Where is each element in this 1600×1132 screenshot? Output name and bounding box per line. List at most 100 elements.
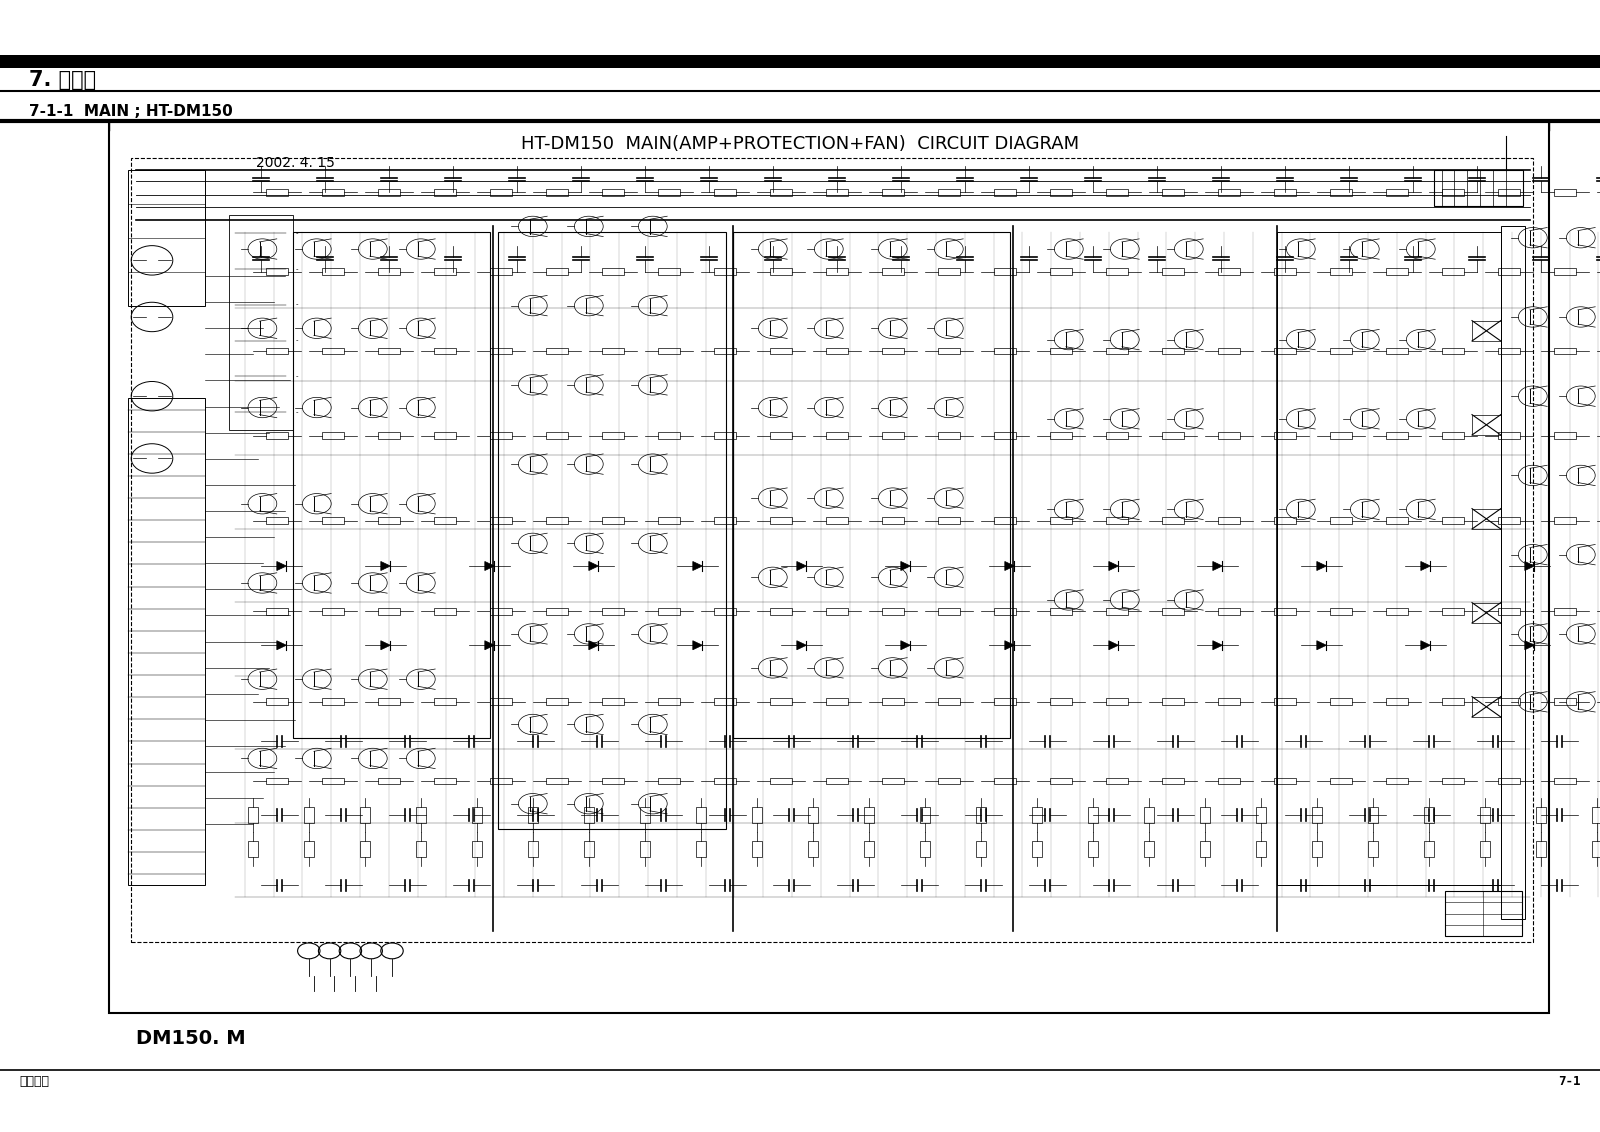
Bar xyxy=(1442,517,1464,524)
Bar xyxy=(1274,608,1296,615)
Bar xyxy=(546,778,568,784)
Bar xyxy=(976,807,986,823)
Bar xyxy=(994,778,1016,784)
Bar xyxy=(1386,517,1408,524)
Bar xyxy=(1442,348,1464,354)
Text: -: - xyxy=(296,230,299,235)
Bar xyxy=(528,841,538,857)
Polygon shape xyxy=(485,641,494,650)
Bar xyxy=(1330,698,1352,705)
Bar xyxy=(1032,841,1042,857)
Bar xyxy=(714,608,736,615)
Bar xyxy=(1498,517,1520,524)
Bar xyxy=(1218,268,1240,275)
Bar xyxy=(1218,517,1240,524)
Bar xyxy=(1050,432,1072,439)
Bar xyxy=(1592,807,1600,823)
Bar xyxy=(1274,698,1296,705)
Bar xyxy=(1536,841,1546,857)
Bar xyxy=(938,268,960,275)
Polygon shape xyxy=(277,641,286,650)
Bar xyxy=(882,268,904,275)
Bar xyxy=(528,807,538,823)
Bar xyxy=(266,268,288,275)
Bar xyxy=(1050,608,1072,615)
Bar xyxy=(1274,517,1296,524)
Bar xyxy=(1434,170,1523,206)
Bar xyxy=(1442,698,1464,705)
Bar xyxy=(490,778,512,784)
Bar xyxy=(658,432,680,439)
Bar xyxy=(1050,268,1072,275)
Bar xyxy=(378,432,400,439)
Polygon shape xyxy=(1421,641,1430,650)
Bar xyxy=(1088,807,1098,823)
Bar xyxy=(714,189,736,196)
Bar xyxy=(1330,778,1352,784)
Bar xyxy=(920,807,930,823)
Bar xyxy=(714,517,736,524)
Bar xyxy=(994,268,1016,275)
Bar xyxy=(1472,508,1501,529)
Bar xyxy=(1498,608,1520,615)
Bar xyxy=(1480,841,1490,857)
Bar xyxy=(378,608,400,615)
Bar xyxy=(994,517,1016,524)
Bar xyxy=(434,778,456,784)
Bar xyxy=(938,517,960,524)
Bar xyxy=(826,608,848,615)
Bar xyxy=(1472,696,1501,717)
Bar xyxy=(1256,841,1266,857)
Bar xyxy=(1498,268,1520,275)
Text: -: - xyxy=(296,410,299,415)
Bar xyxy=(882,698,904,705)
Bar xyxy=(322,778,344,784)
Bar xyxy=(770,517,792,524)
Bar xyxy=(490,698,512,705)
Bar xyxy=(770,189,792,196)
Bar xyxy=(266,432,288,439)
Bar xyxy=(938,698,960,705)
Bar xyxy=(1442,189,1464,196)
Bar xyxy=(546,608,568,615)
Bar xyxy=(994,432,1016,439)
Bar xyxy=(1162,778,1184,784)
Bar xyxy=(1106,517,1128,524)
Bar xyxy=(1554,778,1576,784)
Bar xyxy=(248,807,258,823)
Bar xyxy=(1162,268,1184,275)
Bar xyxy=(1050,778,1072,784)
Bar xyxy=(602,698,624,705)
Bar xyxy=(546,189,568,196)
Polygon shape xyxy=(1109,641,1118,650)
Bar xyxy=(378,698,400,705)
Bar xyxy=(378,189,400,196)
Bar xyxy=(1368,841,1378,857)
Bar xyxy=(1256,807,1266,823)
Polygon shape xyxy=(901,641,910,650)
Bar xyxy=(826,778,848,784)
Bar xyxy=(266,608,288,615)
Bar xyxy=(416,841,426,857)
Bar xyxy=(1050,189,1072,196)
Bar xyxy=(1386,608,1408,615)
Bar xyxy=(920,841,930,857)
Bar xyxy=(1162,348,1184,354)
Bar xyxy=(658,608,680,615)
Bar xyxy=(640,807,650,823)
Polygon shape xyxy=(1213,641,1222,650)
Bar xyxy=(378,348,400,354)
Text: 7. 회로도: 7. 회로도 xyxy=(29,70,96,91)
Bar xyxy=(864,807,874,823)
Bar xyxy=(882,189,904,196)
Bar xyxy=(490,189,512,196)
Bar xyxy=(546,698,568,705)
Bar xyxy=(584,807,594,823)
Bar xyxy=(826,432,848,439)
Bar xyxy=(1554,698,1576,705)
Polygon shape xyxy=(1525,641,1534,650)
Bar xyxy=(490,608,512,615)
Bar xyxy=(266,698,288,705)
Polygon shape xyxy=(381,641,390,650)
Polygon shape xyxy=(693,641,702,650)
